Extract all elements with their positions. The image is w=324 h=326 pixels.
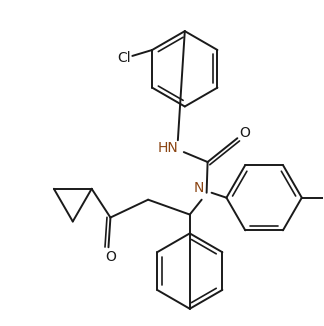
- Text: N: N: [193, 181, 204, 195]
- Text: Cl: Cl: [118, 51, 131, 65]
- Text: O: O: [105, 250, 116, 264]
- Text: O: O: [239, 126, 250, 140]
- Text: HN: HN: [157, 141, 178, 155]
